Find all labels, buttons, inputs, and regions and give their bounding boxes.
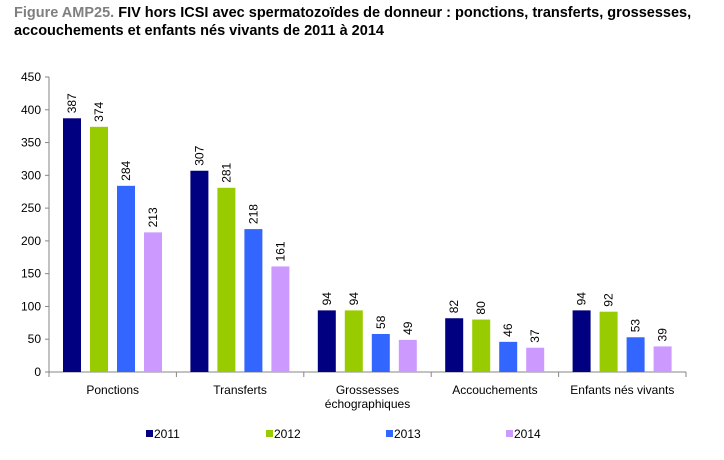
legend-label: 2014 — [514, 427, 541, 441]
data-label: 374 — [92, 101, 106, 121]
legend-label: 2011 — [154, 427, 180, 441]
data-label: 307 — [192, 145, 206, 165]
bar-2011 — [63, 118, 81, 372]
y-tick-label: 50 — [28, 332, 42, 346]
y-tick-label: 400 — [21, 103, 41, 117]
data-label: 39 — [656, 328, 670, 342]
y-tick-label: 450 — [21, 70, 41, 84]
legend-label: 2013 — [394, 427, 421, 441]
data-label: 46 — [501, 323, 515, 337]
data-label: 284 — [119, 160, 133, 180]
bar-2013 — [626, 337, 645, 372]
y-tick-label: 150 — [21, 267, 41, 281]
bar-2012 — [344, 310, 363, 372]
bar-2011 — [572, 310, 591, 372]
y-tick-label: 350 — [21, 136, 41, 150]
bar-2014 — [398, 339, 417, 372]
y-tick-label: 0 — [34, 365, 41, 379]
bar-2014 — [144, 232, 162, 372]
y-tick-label: 200 — [21, 234, 41, 248]
bar-2013 — [117, 185, 135, 372]
bar-2012 — [472, 319, 491, 372]
data-label: 281 — [219, 162, 233, 182]
chart-title: Figure AMP25. FIV hors ICSI avec spermat… — [14, 4, 714, 40]
figure-label: Figure AMP25. — [14, 5, 115, 21]
y-tick-label: 100 — [21, 299, 41, 313]
category-label: Transferts — [213, 383, 267, 397]
data-label: 49 — [401, 321, 415, 335]
legend-swatch-2012 — [266, 430, 273, 437]
y-tick-label: 300 — [21, 168, 41, 182]
bar-2012 — [217, 187, 236, 372]
y-tick-label: 250 — [21, 201, 41, 215]
category-label: Grossesses — [336, 383, 399, 397]
bar-2014 — [271, 266, 290, 372]
category-label: échographiques — [325, 397, 410, 411]
data-label: 80 — [474, 301, 488, 315]
title-text: FIV hors ICSI avec spermatozoïdes de don… — [14, 5, 692, 39]
legend-swatch-2011 — [146, 430, 153, 437]
legend-swatch-2013 — [386, 430, 393, 437]
data-label: 218 — [246, 204, 260, 224]
data-label: 82 — [447, 300, 461, 314]
category-label: Ponctions — [86, 383, 139, 397]
data-label: 161 — [273, 241, 287, 261]
data-label: 58 — [374, 315, 388, 329]
bar-2012 — [90, 126, 108, 372]
data-label: 213 — [146, 207, 160, 227]
bar-2013 — [371, 333, 390, 372]
data-label: 387 — [65, 93, 79, 113]
bar-2012 — [599, 311, 618, 372]
bar-2011 — [317, 310, 336, 372]
data-label: 94 — [320, 292, 334, 306]
data-label: 37 — [528, 329, 542, 343]
bar-2014 — [526, 347, 545, 372]
data-label: 53 — [629, 319, 643, 333]
category-label: Enfants nés vivants — [570, 383, 674, 397]
data-label: 92 — [602, 293, 616, 307]
bar-2013 — [244, 229, 263, 372]
bar-2011 — [190, 170, 209, 372]
data-label: 94 — [575, 292, 589, 306]
data-label: 94 — [347, 292, 361, 306]
bar-2014 — [653, 346, 672, 372]
bar-2013 — [499, 341, 518, 372]
legend-swatch-2014 — [506, 430, 513, 437]
category-label: Accouchements — [452, 383, 537, 397]
legend-label: 2012 — [274, 427, 301, 441]
bar-2011 — [445, 318, 464, 372]
